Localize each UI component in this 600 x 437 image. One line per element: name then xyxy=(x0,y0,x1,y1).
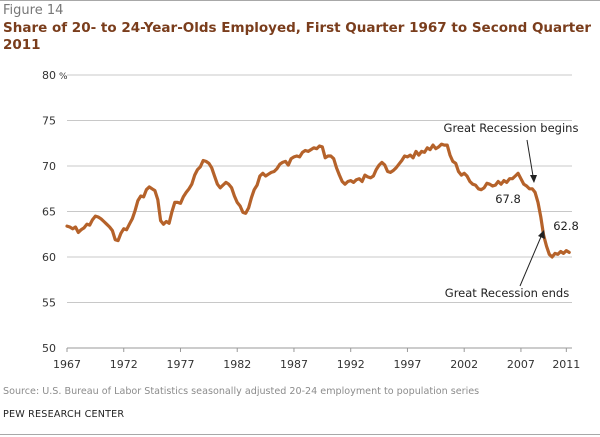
arrowhead-ends xyxy=(538,230,545,239)
data-label-67-8: 67.8 xyxy=(495,192,521,206)
y-tick-label-50: 50 xyxy=(42,342,56,355)
x-tick-label-1972: 1972 xyxy=(110,358,138,371)
y-unit-label: % xyxy=(59,72,68,82)
x-tick-label-1997: 1997 xyxy=(393,358,421,371)
org-credit: PEW RESEARCH CENTER xyxy=(3,409,125,420)
source-note: Source: U.S. Bureau of Labor Statistics … xyxy=(3,386,480,397)
annotation-arrow-ends xyxy=(519,231,544,287)
y-tick-label-55: 55 xyxy=(42,297,56,310)
y-axis-ticks: 80 75 70 65 60 55 50% xyxy=(42,69,68,355)
y-tick-label-75: 75 xyxy=(42,115,56,128)
series-line xyxy=(65,142,571,259)
x-tick-label-1987: 1987 xyxy=(280,358,308,371)
y-tick-label-60: 60 xyxy=(42,251,56,264)
x-axis-ticks: 1967 1972 1977 1982 1987 1992 1997 2002 2007 2011 xyxy=(53,348,580,371)
x-tick-label-2007: 2007 xyxy=(507,358,535,371)
figure-label: Figure 14 xyxy=(3,3,64,18)
chart-title: Share of 20- to 24-Year-Olds Employed, F… xyxy=(3,20,592,53)
x-tick-label-2011: 2011 xyxy=(552,358,580,371)
y-tick-label-65: 65 xyxy=(42,206,56,219)
x-tick-label-2002: 2002 xyxy=(450,358,478,371)
x-tick-label-1967: 1967 xyxy=(53,358,81,371)
annotation-recession-ends: Great Recession ends xyxy=(445,286,569,300)
y-tick-label-70: 70 xyxy=(42,160,56,173)
bottom-rule xyxy=(0,434,600,435)
annotation-recession-begins: Great Recession begins xyxy=(444,121,579,135)
gridlines xyxy=(67,74,572,349)
x-tick-label-1977: 1977 xyxy=(166,358,194,371)
top-rule xyxy=(0,0,600,1)
y-tick-label-80: 80 xyxy=(42,69,56,82)
x-tick-label-1982: 1982 xyxy=(223,358,251,371)
arrowhead-begins xyxy=(530,175,537,183)
x-tick-label-1992: 1992 xyxy=(337,358,365,371)
data-label-62-8: 62.8 xyxy=(553,219,579,233)
